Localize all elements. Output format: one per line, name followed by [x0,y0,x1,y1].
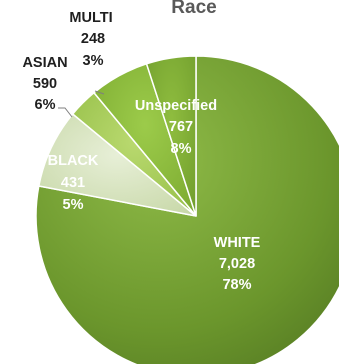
asian-leader-line [58,107,73,118]
unspecified-label-value: 767 [169,119,193,135]
multi-label-percent: 3% [83,53,104,69]
white-label-name: WHITE [214,235,261,251]
asian-label-value: 590 [33,76,57,92]
chart-title: Race [171,0,216,18]
unspecified-label-percent: 8% [171,141,192,157]
black-label-value: 431 [61,175,85,191]
asian-label-name: ASIAN [22,55,67,71]
pie-slice-white [35,55,339,364]
multi-label-value: 248 [81,31,105,47]
white-label-value: 7,028 [219,256,255,272]
pie-slice-black [145,55,197,217]
asian-label-percent: 6% [35,97,56,113]
multi-leader-line [94,90,105,95]
black-label-name: BLACK [48,153,99,169]
multi-label-name: MULTI [69,10,112,26]
white-label-percent: 78% [222,277,251,293]
unspecified-label-name: Unspecified [135,98,217,114]
pie-slices [35,55,339,364]
black-label-percent: 5% [63,197,84,213]
